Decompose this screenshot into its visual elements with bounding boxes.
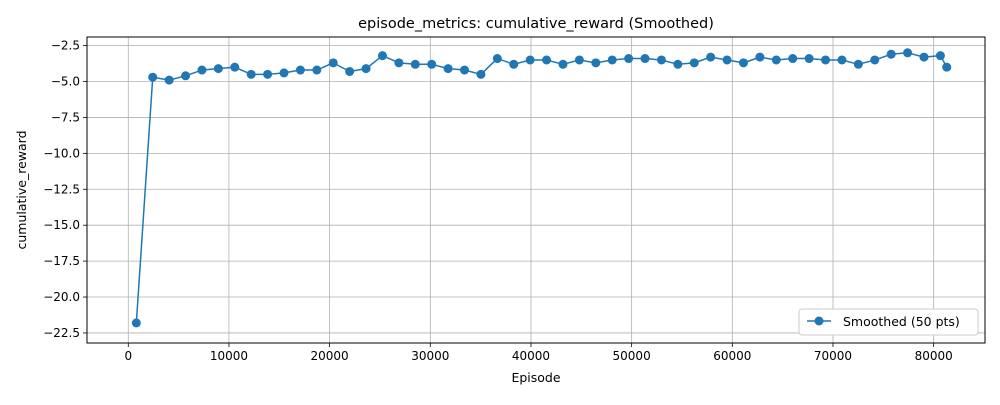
data-point [164,75,174,85]
data-point [345,66,355,76]
data-point [821,55,831,65]
data-point [656,55,666,65]
x-tick-label: 20000 [311,349,349,363]
data-point [673,59,683,69]
data-point [410,59,420,69]
y-tick-label: −2.5 [51,39,80,53]
x-tick-label: 30000 [411,349,449,363]
legend-box [798,308,979,336]
y-tick-label: −10.0 [43,146,80,160]
data-point [246,69,256,79]
data-point [607,55,617,65]
y-tick-label: −20.0 [43,290,80,304]
data-point [131,318,141,328]
y-tick-label: −7.5 [51,110,80,124]
data-point [738,58,748,68]
data-point [837,55,847,65]
data-point [328,58,338,68]
y-tick-label: −22.5 [43,326,80,340]
x-tick-label: 60000 [713,349,751,363]
data-point [492,54,502,64]
data-point [230,62,240,72]
data-point [295,65,305,75]
data-point [279,68,289,78]
data-point [213,64,223,74]
data-point [509,59,519,69]
data-point [263,69,273,79]
x-tick-label: 10000 [210,349,248,363]
data-point [591,58,601,68]
x-axis-label: Episode [511,370,560,385]
data-point [377,51,387,61]
y-tick-label: −12.5 [43,182,80,196]
data-point [853,59,863,69]
data-point [804,54,814,64]
grid [87,37,985,343]
x-tick-label: 50000 [613,349,651,363]
data-point [886,49,896,59]
data-point [312,65,322,75]
x-tick-label: 70000 [814,349,852,363]
y-tick-label: −15.0 [43,218,80,232]
data-point [476,69,486,79]
data-point [706,52,716,62]
data-point [640,54,650,64]
y-tick-label: −5.0 [51,75,80,89]
data-point [755,52,765,62]
legend: Smoothed (50 pts) [798,308,979,336]
data-point [443,64,453,74]
data-point [361,64,371,74]
data-point [942,62,952,72]
data-point [394,58,404,68]
data-point [771,55,781,65]
axis-ticks: 0 10000 20000 30000 40000 50000 60000 70000 8000… [43,39,953,363]
x-tick-label: 80000 [915,349,953,363]
x-tick-label: 0 [124,349,132,363]
data-point [722,55,732,65]
y-tick-label: −17.5 [43,254,80,268]
data-point [574,55,584,65]
series-layer [131,48,952,328]
legend-label: Smoothed (50 pts) [843,314,960,329]
data-point [460,65,470,75]
x-tick-label: 40000 [512,349,550,363]
data-point [935,51,945,61]
data-point [624,54,634,64]
data-point [558,59,568,69]
data-point [181,71,191,81]
data-point [870,55,880,65]
legend-marker [814,316,824,326]
y-axis-label: cumulative_reward [14,130,29,249]
data-point [788,54,798,64]
data-point [542,55,552,65]
plot-frame [86,36,986,344]
data-point [689,58,699,68]
data-point [148,72,158,82]
data-point [525,55,535,65]
data-point [903,48,913,58]
data-point [197,65,207,75]
data-point [919,52,929,62]
data-point [427,59,437,69]
chart-title: episode_metrics: cumulative_reward (Smoo… [358,16,714,32]
